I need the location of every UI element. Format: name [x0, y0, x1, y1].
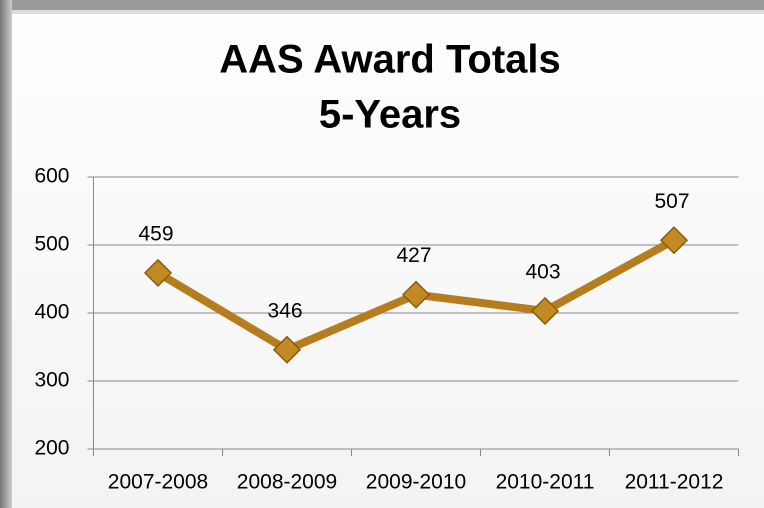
data-label: 346	[267, 299, 302, 322]
y-tick-label: 600	[34, 165, 69, 188]
marker	[143, 258, 173, 287]
frame-top-shadow	[0, 10, 764, 14]
data-label: 403	[525, 261, 560, 284]
data-label: 459	[138, 222, 173, 245]
frame-top	[0, 0, 764, 10]
y-tick-label: 200	[34, 437, 69, 460]
x-tick-label: 2007-2008	[108, 471, 208, 494]
y-tick-label: 500	[34, 233, 69, 256]
y-tick-label: 300	[34, 369, 69, 392]
chart-title: 5-Years	[319, 93, 461, 137]
marker	[530, 296, 560, 326]
marker	[401, 280, 431, 309]
x-tick-label: 2009-2010	[366, 471, 466, 494]
marker	[272, 335, 302, 364]
x-tick-label: 2008-2009	[237, 471, 337, 494]
data-label: 427	[396, 244, 431, 267]
frame-left	[0, 0, 12, 508]
chart-title: AAS Award Totals	[219, 38, 561, 82]
data-label: 507	[654, 190, 689, 213]
x-tick-label: 2011-2012	[625, 471, 724, 494]
marker	[659, 226, 689, 255]
x-tick-label: 2010-2011	[496, 471, 595, 494]
y-tick-label: 400	[34, 301, 69, 324]
